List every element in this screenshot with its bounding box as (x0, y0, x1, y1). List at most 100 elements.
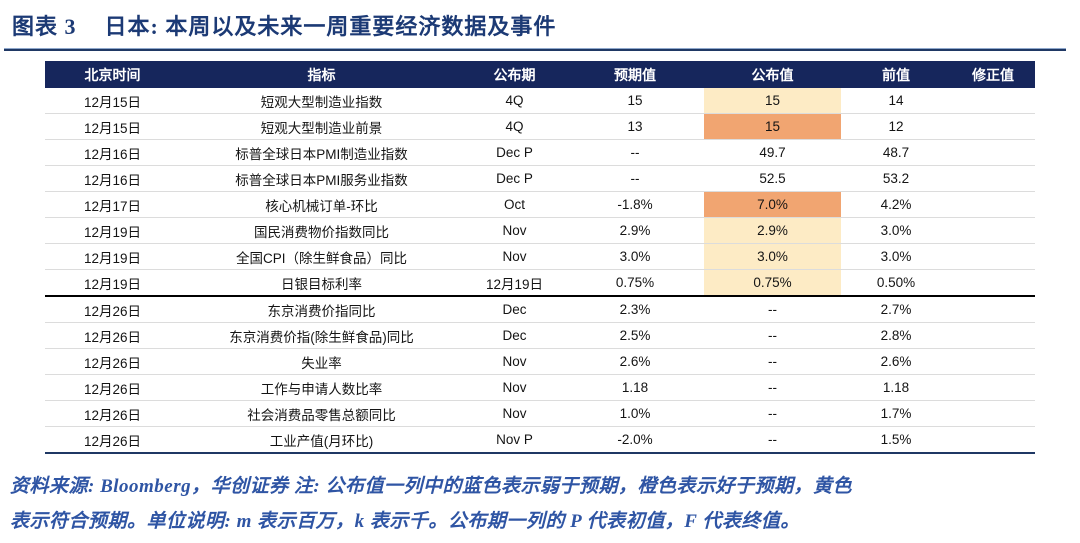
column-header-revised-value: 修正值 (951, 61, 1035, 88)
column-header-actual-value: 公布值 (704, 61, 841, 88)
cell-expected-value: 2.5% (566, 322, 704, 349)
cell-revised-value (951, 243, 1035, 270)
cell-revised-value (951, 322, 1035, 349)
cell-indicator: 社会消费品零售总额同比 (180, 400, 463, 427)
table-row: 12月26日 工作与申请人数比率 Nov 1.18 -- 1.18 (45, 374, 1035, 401)
economic-data-table: 北京时间 指标 公布期 预期值 公布值 前值 修正值 12月15日 短观大型制造业… (45, 61, 1035, 454)
cell-previous-value: 4.2% (841, 191, 951, 218)
cell-indicator: 标普全球日本PMI服务业指数 (180, 165, 463, 192)
cell-beijing-time: 12月26日 (45, 400, 180, 427)
cell-release-period: Oct (463, 191, 566, 218)
cell-release-period: Nov (463, 374, 566, 401)
cell-indicator: 全国CPI（除生鲜食品）同比 (180, 243, 463, 270)
cell-expected-value: -- (566, 165, 704, 192)
cell-expected-value: -- (566, 139, 704, 166)
cell-indicator: 核心机械订单-环比 (180, 191, 463, 218)
cell-actual-value: 52.5 (704, 165, 841, 192)
cell-release-period: 4Q (463, 88, 566, 114)
column-header-previous-value: 前值 (841, 61, 951, 88)
cell-release-period: Nov (463, 348, 566, 375)
cell-release-period: 4Q (463, 113, 566, 140)
cell-previous-value: 1.18 (841, 374, 951, 401)
cell-revised-value (951, 374, 1035, 401)
cell-actual-value: 3.0% (704, 243, 841, 270)
cell-indicator: 东京消费价指(除生鲜食品)同比 (180, 322, 463, 349)
cell-release-period: Dec (463, 322, 566, 349)
cell-release-period: Nov (463, 243, 566, 270)
cell-actual-value: -- (704, 426, 841, 454)
table-row: 12月26日 工业产值(月环比) Nov P -2.0% -- 1.5% (45, 426, 1035, 454)
cell-indicator: 短观大型制造业指数 (180, 88, 463, 114)
cell-actual-value: 2.9% (704, 217, 841, 244)
cell-revised-value (951, 191, 1035, 218)
cell-revised-value (951, 165, 1035, 192)
cell-release-period: Dec P (463, 139, 566, 166)
column-header-expected-value: 预期值 (566, 61, 704, 88)
table-row: 12月26日 东京消费价指(除生鲜食品)同比 Dec 2.5% -- 2.8% (45, 322, 1035, 349)
column-header-beijing-time: 北京时间 (45, 61, 180, 88)
cell-indicator: 国民消费物价指数同比 (180, 217, 463, 244)
table-header-row: 北京时间 指标 公布期 预期值 公布值 前值 修正值 (45, 61, 1035, 88)
cell-indicator: 标普全球日本PMI制造业指数 (180, 139, 463, 166)
footnote-line1: 资料来源: Bloomberg，华创证券 注: 公布值一列中的蓝色表示弱于预期，… (10, 476, 852, 497)
cell-revised-value (951, 269, 1035, 297)
cell-previous-value: 1.5% (841, 426, 951, 454)
cell-beijing-time: 12月17日 (45, 191, 180, 218)
cell-beijing-time: 12月19日 (45, 243, 180, 270)
cell-revised-value (951, 348, 1035, 375)
cell-expected-value: 1.18 (566, 374, 704, 401)
table-row: 12月17日 核心机械订单-环比 Oct -1.8% 7.0% 4.2% (45, 191, 1035, 218)
cell-revised-value (951, 88, 1035, 114)
table-row: 12月19日 日银目标利率 12月19日 0.75% 0.75% 0.50% (45, 269, 1035, 297)
cell-actual-value: -- (704, 374, 841, 401)
column-header-indicator: 指标 (180, 61, 463, 88)
cell-previous-value: 3.0% (841, 243, 951, 270)
cell-actual-value: 15 (704, 113, 841, 140)
cell-beijing-time: 12月26日 (45, 348, 180, 375)
cell-release-period: Dec (463, 296, 566, 323)
cell-release-period: Nov (463, 400, 566, 427)
cell-previous-value: 3.0% (841, 217, 951, 244)
table-row: 12月16日 标普全球日本PMI制造业指数 Dec P -- 49.7 48.7 (45, 139, 1035, 166)
cell-previous-value: 0.50% (841, 269, 951, 297)
cell-beijing-time: 12月19日 (45, 269, 180, 297)
cell-revised-value (951, 139, 1035, 166)
cell-indicator: 失业率 (180, 348, 463, 375)
cell-expected-value: 15 (566, 88, 704, 114)
footnote-line2: 表示符合预期。单位说明: m 表示百万，k 表示千。公布期一列的 P 代表初值，… (10, 511, 800, 532)
cell-expected-value: 2.9% (566, 217, 704, 244)
table-row: 12月15日 短观大型制造业前景 4Q 13 15 12 (45, 113, 1035, 140)
cell-indicator: 东京消费价指同比 (180, 296, 463, 323)
table-row: 12月19日 全国CPI（除生鲜食品）同比 Nov 3.0% 3.0% 3.0% (45, 243, 1035, 270)
cell-release-period: Nov P (463, 426, 566, 454)
footnote: 资料来源: Bloomberg，华创证券 注: 公布值一列中的蓝色表示弱于预期，… (10, 469, 1070, 539)
cell-expected-value: 0.75% (566, 269, 704, 297)
cell-actual-value: -- (704, 322, 841, 349)
cell-expected-value: 3.0% (566, 243, 704, 270)
figure-label: 图表 3 (12, 14, 77, 39)
cell-revised-value (951, 426, 1035, 454)
cell-actual-value: 49.7 (704, 139, 841, 166)
column-header-release-period: 公布期 (463, 61, 566, 88)
table-row: 12月19日 国民消费物价指数同比 Nov 2.9% 2.9% 3.0% (45, 217, 1035, 244)
table-row: 12月15日 短观大型制造业指数 4Q 15 15 14 (45, 88, 1035, 114)
table-row: 12月26日 东京消费价指同比 Dec 2.3% -- 2.7% (45, 296, 1035, 323)
cell-previous-value: 2.6% (841, 348, 951, 375)
cell-previous-value: 53.2 (841, 165, 951, 192)
cell-revised-value (951, 400, 1035, 427)
cell-expected-value: 1.0% (566, 400, 704, 427)
cell-previous-value: 12 (841, 113, 951, 140)
cell-indicator: 日银目标利率 (180, 269, 463, 297)
cell-actual-value: -- (704, 296, 841, 323)
cell-previous-value: 2.8% (841, 322, 951, 349)
figure-title-text: 日本: 本周以及未来一周重要经济数据及事件 (104, 14, 557, 39)
cell-previous-value: 14 (841, 88, 951, 114)
cell-actual-value: 15 (704, 88, 841, 114)
cell-beijing-time: 12月15日 (45, 113, 180, 140)
cell-expected-value: -1.8% (566, 191, 704, 218)
cell-beijing-time: 12月26日 (45, 322, 180, 349)
table-row: 12月26日 失业率 Nov 2.6% -- 2.6% (45, 348, 1035, 375)
cell-previous-value: 48.7 (841, 139, 951, 166)
cell-beijing-time: 12月19日 (45, 217, 180, 244)
